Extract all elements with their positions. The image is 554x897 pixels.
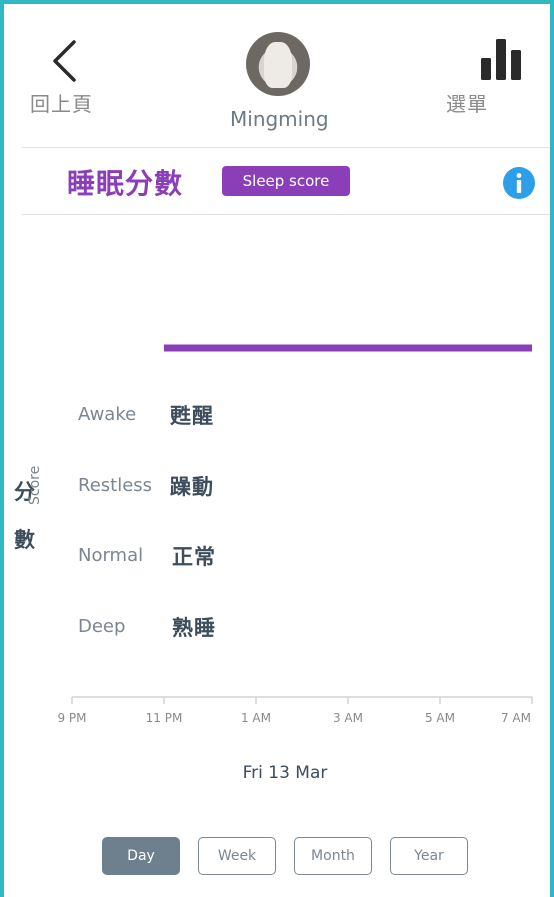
x-tick-label: 7 AM xyxy=(501,711,531,725)
y-axis-label-en: Score xyxy=(27,465,43,505)
category-deep-en: Deep xyxy=(78,616,126,637)
sleep-score-badge: Sleep score xyxy=(222,166,350,196)
x-tick-label: 1 AM xyxy=(241,711,271,725)
category-normal-en: Normal xyxy=(78,545,144,566)
date-label: Fri 13 Mar xyxy=(242,763,328,783)
section-divider xyxy=(22,214,550,215)
chevron-left-icon[interactable] xyxy=(48,38,82,84)
category-deep-zh: 熟睡 xyxy=(172,616,216,640)
x-tick-label: 5 AM xyxy=(425,711,455,725)
bar-chart-icon[interactable] xyxy=(480,38,522,80)
range-month-button[interactable]: Month xyxy=(294,837,372,875)
y-axis-label-zh-1: 分 xyxy=(14,480,35,504)
y-axis-label-zh-2: 數 xyxy=(14,528,35,552)
user-name: Mingming xyxy=(230,107,329,131)
category-restless-zh: 躁動 xyxy=(170,475,214,499)
sleep-chart: 9 PM 11 PM 1 AM 3 AM 5 AM 7 AM xyxy=(57,344,533,725)
x-tick-label: 11 PM xyxy=(146,711,183,725)
info-icon[interactable] xyxy=(502,166,536,200)
x-tick-label: 9 PM xyxy=(57,711,86,725)
category-awake-en: Awake xyxy=(78,404,137,425)
range-week-button[interactable]: Week xyxy=(198,837,276,875)
back-button-label[interactable]: 回上頁 xyxy=(30,92,93,116)
avatar xyxy=(246,32,310,96)
header-divider xyxy=(22,147,550,148)
range-day-button[interactable]: Day xyxy=(102,837,180,875)
x-tick-label: 3 AM xyxy=(333,711,363,725)
section-title: 睡眠分數 xyxy=(67,167,184,200)
menu-button-label[interactable]: 選單 xyxy=(446,92,488,116)
category-awake-zh: 甦醒 xyxy=(170,404,214,428)
category-restless-en: Restless xyxy=(78,475,153,496)
category-normal-zh: 正常 xyxy=(172,545,216,569)
range-year-button[interactable]: Year xyxy=(390,837,468,875)
